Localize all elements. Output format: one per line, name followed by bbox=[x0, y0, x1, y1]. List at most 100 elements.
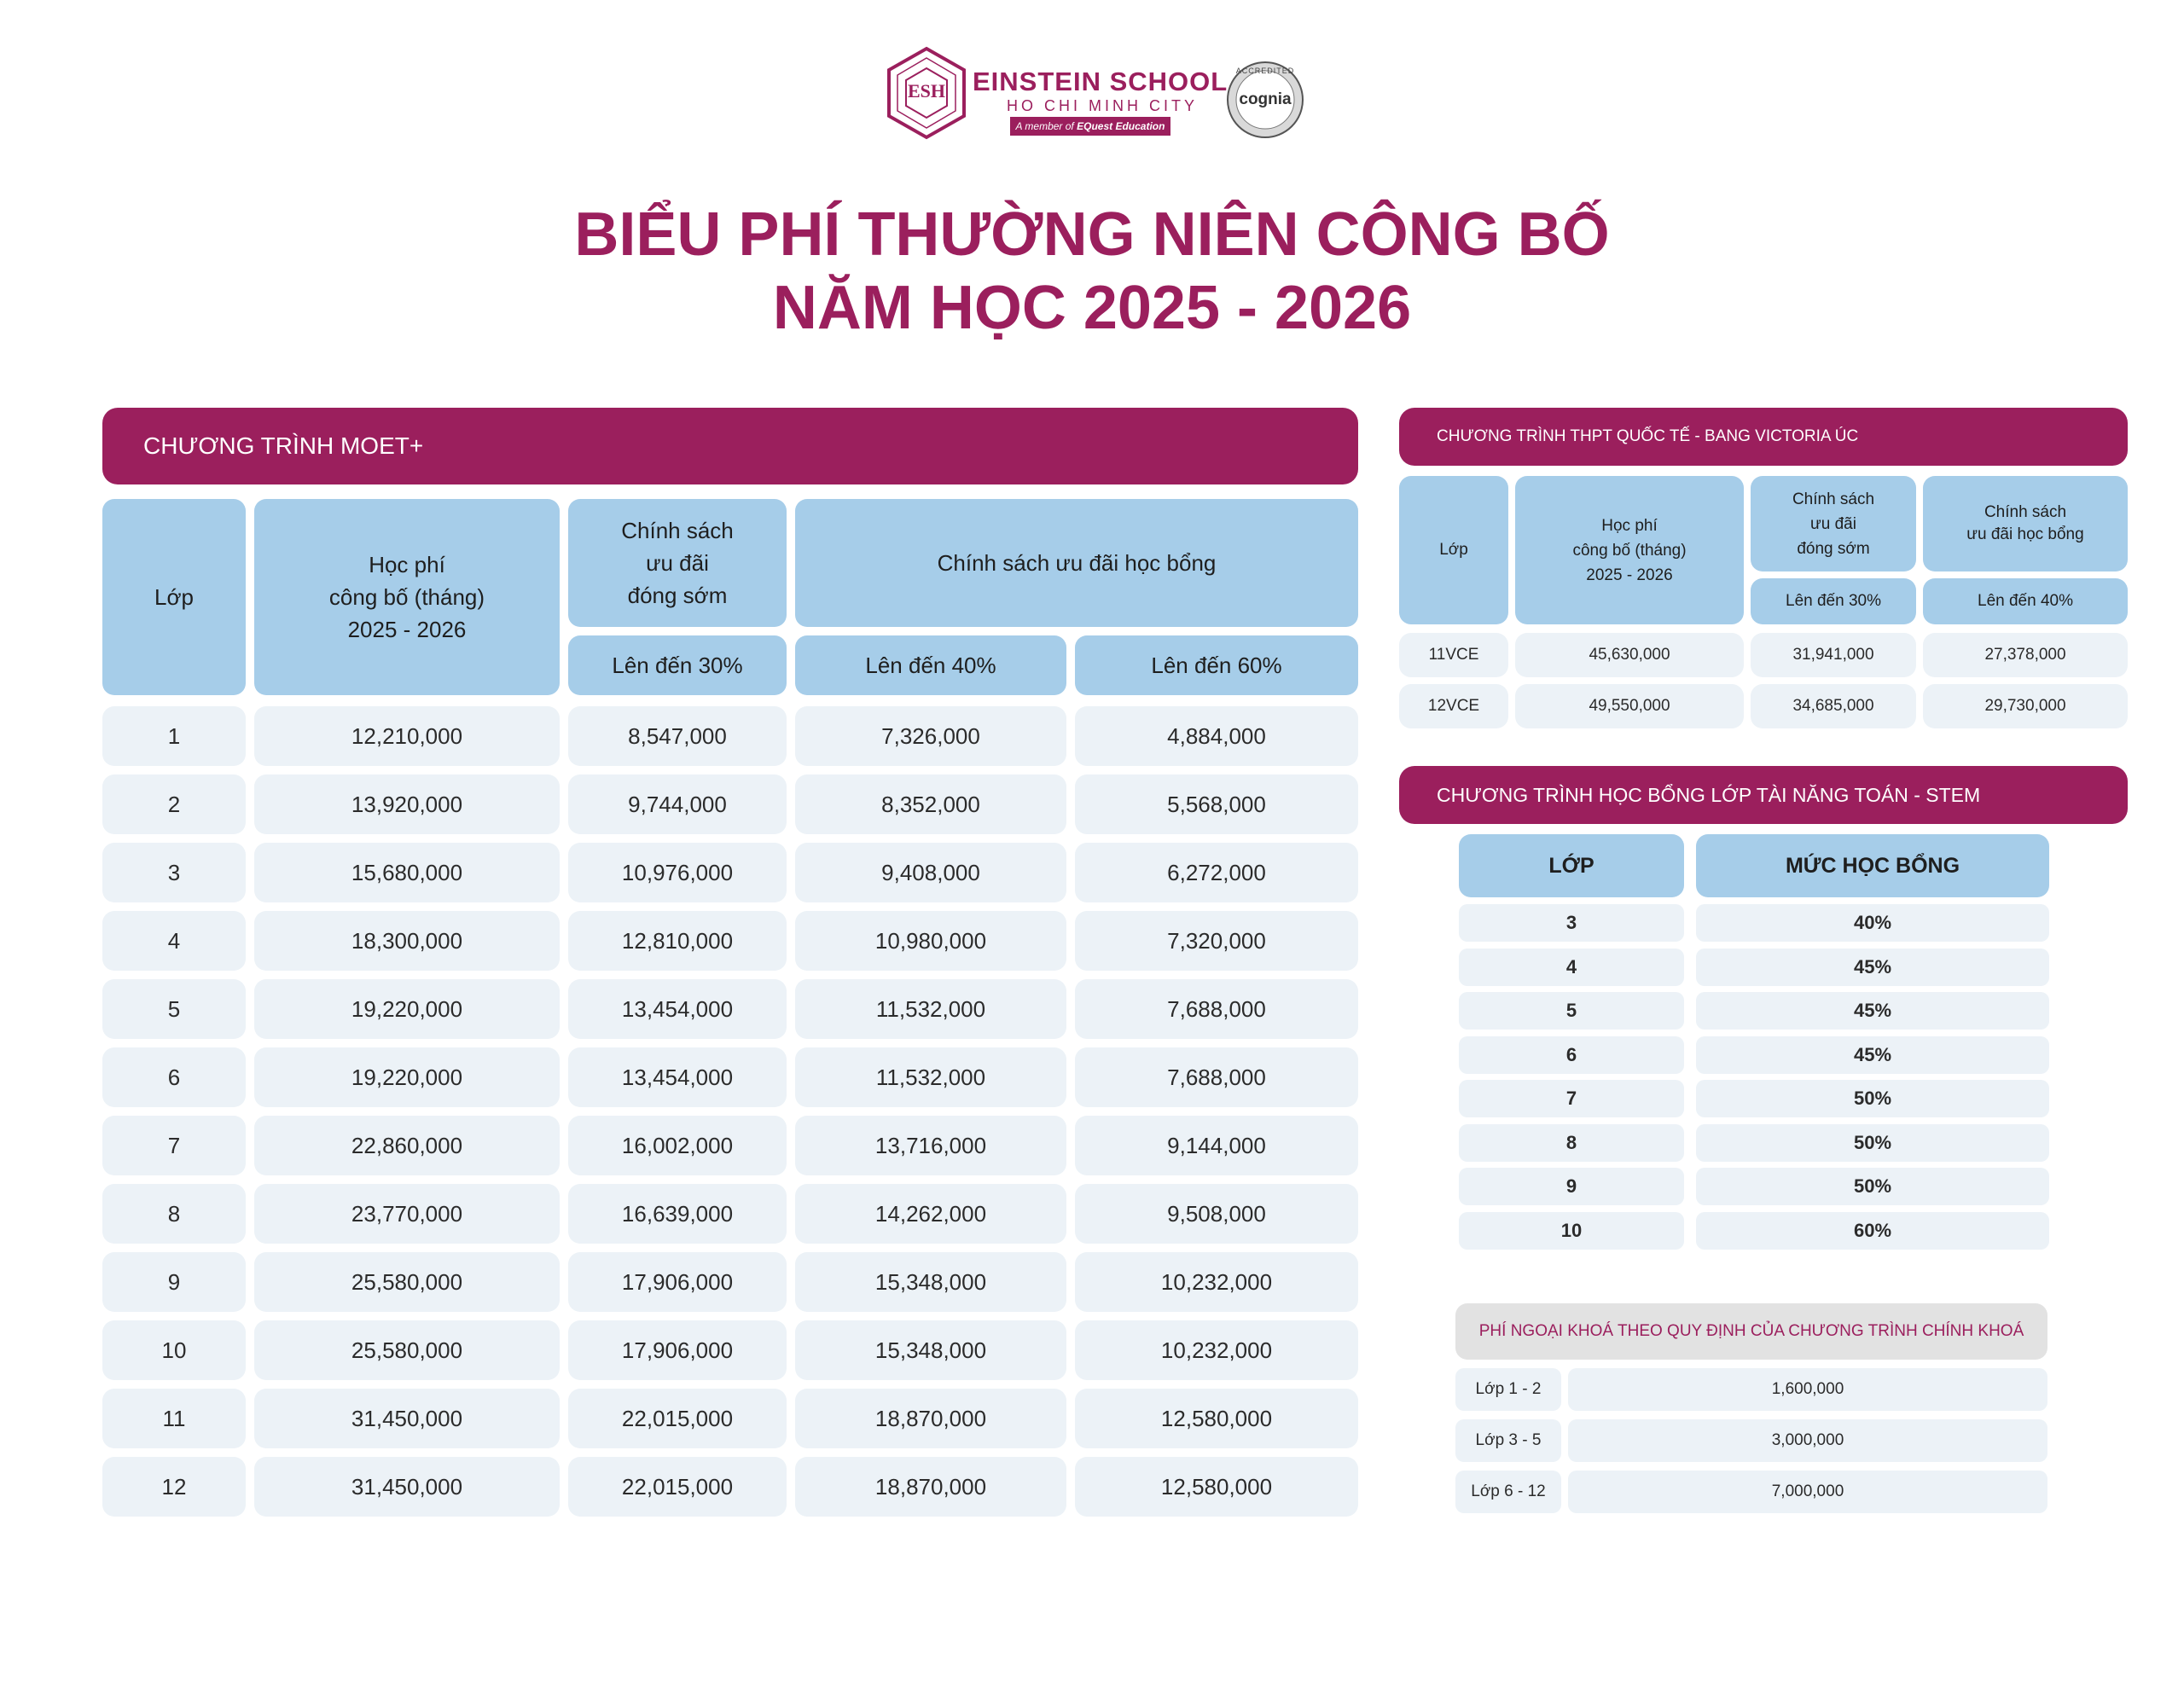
hexagon-emblem-icon bbox=[887, 46, 966, 140]
member-brand: EQuest Education bbox=[1077, 120, 1165, 132]
moet-row-11-early-30: 22,015,000 bbox=[568, 1389, 787, 1448]
moet-row-5-sch-40: 11,532,000 bbox=[795, 979, 1066, 1039]
page-title-line-2: NĂM HỌC 2025 - 2026 bbox=[772, 274, 1412, 342]
seal-top-text: ACCREDITED bbox=[1235, 67, 1295, 75]
vce-header-sch-line2: ưu đãi học bổng bbox=[1966, 525, 2084, 543]
moet-row-4-fee: 18,300,000 bbox=[254, 911, 560, 971]
school-emblem: ESH bbox=[886, 46, 967, 140]
stem-row-6-grade: 8 bbox=[1459, 1123, 1684, 1162]
moet-row-1-sch-40: 7,326,000 bbox=[795, 706, 1066, 766]
vce-row-1-sch-40: 27,378,000 bbox=[1923, 633, 2128, 677]
stem-header-level: MỨC HỌC BỔNG bbox=[1696, 834, 2049, 897]
moet-header-fee: Học phí công bố (tháng) 2025 - 2026 bbox=[254, 499, 560, 695]
school-city: HO CHI MINH CITY bbox=[1007, 97, 1198, 114]
moet-row-9-grade: 9 bbox=[102, 1252, 246, 1312]
moet-header-grade: Lớp bbox=[102, 499, 246, 695]
vce-row-2-early-30: 34,685,000 bbox=[1751, 684, 1916, 728]
moet-row-10-early-30: 17,906,000 bbox=[568, 1320, 787, 1380]
moet-row-11-fee: 31,450,000 bbox=[254, 1389, 560, 1448]
moet-header-early-line1: Chính sách bbox=[621, 518, 734, 543]
vce-header-early-line2: ưu đãi bbox=[1810, 514, 1856, 533]
extra-row-3-grade-range: Lớp 6 - 12 bbox=[1455, 1471, 1561, 1513]
moet-row-11-sch-40: 18,870,000 bbox=[795, 1389, 1066, 1448]
moet-row-12-sch-60: 12,580,000 bbox=[1075, 1457, 1358, 1517]
moet-row-8-early-30: 16,639,000 bbox=[568, 1184, 787, 1244]
member-prefix: A member of bbox=[1015, 120, 1074, 132]
extra-row-1-grade-range: Lớp 1 - 2 bbox=[1455, 1368, 1561, 1411]
moet-row-2-fee: 13,920,000 bbox=[254, 774, 560, 834]
moet-header-sch-sub-40: Lên đến 40% bbox=[795, 635, 1066, 695]
moet-row-6-sch-40: 11,532,000 bbox=[795, 1047, 1066, 1107]
stem-row-3-level: 45% bbox=[1696, 992, 2049, 1030]
moet-row-10-sch-40: 15,348,000 bbox=[795, 1320, 1066, 1380]
vce-header-sch-sub: Lên đến 40% bbox=[1923, 578, 2128, 624]
moet-row-10-fee: 25,580,000 bbox=[254, 1320, 560, 1380]
moet-row-2-sch-40: 8,352,000 bbox=[795, 774, 1066, 834]
page-title-line-1: BIỂU PHÍ THƯỜNG NIÊN CÔNG BỐ bbox=[574, 200, 1610, 269]
moet-row-10-grade: 10 bbox=[102, 1320, 246, 1380]
moet-row-4-grade: 4 bbox=[102, 911, 246, 971]
vce-header-fee-line2: công bố (tháng) bbox=[1572, 541, 1687, 560]
vce-banner: CHƯƠNG TRÌNH THPT QUỐC TẾ - BANG VICTORI… bbox=[1399, 408, 2128, 466]
stem-row-8-level: 60% bbox=[1696, 1211, 2049, 1250]
moet-row-2-sch-60: 5,568,000 bbox=[1075, 774, 1358, 834]
moet-row-7-sch-60: 9,144,000 bbox=[1075, 1116, 1358, 1175]
vce-header-early-line1: Chính sách bbox=[1792, 490, 1875, 508]
moet-row-6-sch-60: 7,688,000 bbox=[1075, 1047, 1358, 1107]
stem-row-1-level: 40% bbox=[1696, 904, 2049, 942]
vce-header-scholarship: Chính sách ưu đãi học bổng bbox=[1923, 476, 2128, 571]
moet-row-5-fee: 19,220,000 bbox=[254, 979, 560, 1039]
moet-row-1-early-30: 8,547,000 bbox=[568, 706, 787, 766]
stem-row-3-grade: 5 bbox=[1459, 992, 1684, 1030]
moet-row-8-sch-60: 9,508,000 bbox=[1075, 1184, 1358, 1244]
moet-header-early: Chính sách ưu đãi đóng sớm bbox=[568, 499, 787, 627]
moet-row-5-grade: 5 bbox=[102, 979, 246, 1039]
moet-banner: CHƯƠNG TRÌNH MOET+ bbox=[102, 408, 1358, 484]
stem-row-6-level: 50% bbox=[1696, 1123, 2049, 1162]
moet-row-12-sch-40: 18,870,000 bbox=[795, 1457, 1066, 1517]
moet-row-4-early-30: 12,810,000 bbox=[568, 911, 787, 971]
moet-row-12-grade: 12 bbox=[102, 1457, 246, 1517]
vce-header-early-line3: đóng sớm bbox=[1797, 539, 1870, 558]
cognia-accreditation-seal: ACCREDITED cognia bbox=[1225, 60, 1305, 140]
moet-row-9-sch-40: 15,348,000 bbox=[795, 1252, 1066, 1312]
extra-row-2-fee: 3,000,000 bbox=[1568, 1419, 2048, 1462]
moet-row-9-fee: 25,580,000 bbox=[254, 1252, 560, 1312]
vce-header-fee-line1: Học phí bbox=[1601, 516, 1658, 535]
member-tag: A member of EQuest Education bbox=[1010, 117, 1170, 136]
moet-row-9-sch-60: 10,232,000 bbox=[1075, 1252, 1358, 1312]
moet-row-11-sch-60: 12,580,000 bbox=[1075, 1389, 1358, 1448]
vce-row-2-sch-40: 29,730,000 bbox=[1923, 684, 2128, 728]
stem-row-2-grade: 4 bbox=[1459, 948, 1684, 986]
moet-row-3-grade: 3 bbox=[102, 843, 246, 902]
stem-row-5-grade: 7 bbox=[1459, 1080, 1684, 1117]
seal-name: cognia bbox=[1239, 90, 1292, 108]
moet-row-1-sch-60: 4,884,000 bbox=[1075, 706, 1358, 766]
moet-row-4-sch-60: 7,320,000 bbox=[1075, 911, 1358, 971]
vce-header-fee: Học phí công bố (tháng) 2025 - 2026 bbox=[1515, 476, 1744, 624]
vce-row-1-early-30: 31,941,000 bbox=[1751, 633, 1916, 677]
moet-header-fee-line2: công bố (tháng) bbox=[328, 584, 485, 610]
school-name: EINSTEIN SCHOOL bbox=[973, 67, 1228, 96]
moet-row-4-sch-40: 10,980,000 bbox=[795, 911, 1066, 971]
moet-row-2-grade: 2 bbox=[102, 774, 246, 834]
stem-row-4-grade: 6 bbox=[1459, 1036, 1684, 1074]
stem-row-2-level: 45% bbox=[1696, 948, 2049, 986]
stem-row-7-level: 50% bbox=[1696, 1168, 2049, 1205]
moet-row-7-early-30: 16,002,000 bbox=[568, 1116, 787, 1175]
stem-row-4-level: 45% bbox=[1696, 1036, 2049, 1074]
moet-row-6-early-30: 13,454,000 bbox=[568, 1047, 787, 1107]
moet-row-7-grade: 7 bbox=[102, 1116, 246, 1175]
vce-row-1-fee: 45,630,000 bbox=[1515, 633, 1744, 677]
extra-row-3-fee: 7,000,000 bbox=[1568, 1471, 2048, 1513]
moet-row-8-sch-40: 14,262,000 bbox=[795, 1184, 1066, 1244]
moet-header-early-line2: ưu đãi bbox=[646, 550, 709, 576]
moet-row-9-early-30: 17,906,000 bbox=[568, 1252, 787, 1312]
stem-banner: CHƯƠNG TRÌNH HỌC BỔNG LỚP TÀI NĂNG TOÁN … bbox=[1399, 766, 2128, 824]
seal-icon bbox=[1227, 61, 1304, 138]
emblem-text: ESH bbox=[907, 80, 946, 102]
moet-row-1-grade: 1 bbox=[102, 706, 246, 766]
vce-header-early: Chính sách ưu đãi đóng sớm bbox=[1751, 476, 1916, 571]
moet-row-7-sch-40: 13,716,000 bbox=[795, 1116, 1066, 1175]
extra-row-2-grade-range: Lớp 3 - 5 bbox=[1455, 1419, 1561, 1462]
